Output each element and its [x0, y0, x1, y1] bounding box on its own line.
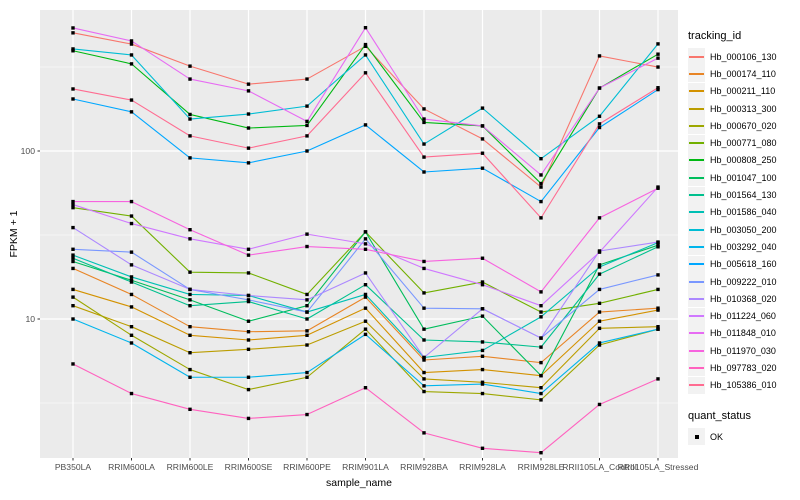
legend-key-line — [688, 255, 705, 273]
legend-label: Hb_097783_020 — [710, 362, 777, 373]
legend-key-line — [688, 221, 705, 239]
legend-label: Hb_000670_020 — [710, 120, 777, 131]
legend-key-line — [688, 48, 705, 66]
legend-label: Hb_005618_160 — [710, 259, 777, 270]
svg-text:100: 100 — [21, 146, 36, 156]
legend-entry: Hb_011224_060 — [688, 307, 800, 325]
svg-text:RRII105LA_Control: RRII105LA_Control — [562, 462, 637, 472]
legend-label: Hb_011970_030 — [710, 345, 776, 356]
legend-entry: Hb_000771_080 — [688, 134, 800, 152]
legend-entry: Hb_097783_020 — [688, 359, 800, 377]
legend-key-line — [688, 169, 705, 187]
data-points — [71, 25, 660, 455]
legend-key-line — [688, 307, 705, 325]
y-axis-title: FPKM + 1 — [8, 210, 20, 258]
legend-title-tracking-id: tracking_id — [688, 30, 742, 42]
x-axis-title: sample_name — [326, 477, 392, 489]
legend-entry: Hb_000808_250 — [688, 151, 800, 169]
legend-label: Hb_011848_010 — [710, 328, 776, 339]
svg-text:RRII105LA_Stressed: RRII105LA_Stressed — [618, 462, 699, 472]
legend-key-line — [688, 65, 705, 83]
svg-text:RRIM901LA: RRIM901LA — [342, 462, 389, 472]
legend-label: Hb_003050_200 — [710, 224, 777, 235]
legend-label: Hb_001564_130 — [710, 190, 777, 201]
legend-label: Hb_000808_250 — [710, 155, 777, 166]
legend-key-line — [688, 273, 705, 290]
legend-label: Hb_001586_040 — [710, 207, 777, 218]
legend-entry: Hb_105386_010 — [688, 376, 800, 394]
svg-text:RRIM928LA: RRIM928LA — [459, 462, 506, 472]
legend-entry: Hb_003050_200 — [688, 221, 800, 239]
legend-key-line — [688, 376, 705, 394]
svg-text:PB350LA: PB350LA — [55, 462, 92, 472]
legend-label: Hb_000771_080 — [710, 138, 777, 149]
legend-label: Hb_000174_110 — [710, 68, 776, 79]
legend-label: Hb_000313_300 — [710, 103, 777, 114]
legend-key-line — [688, 203, 705, 221]
legend: tracking_id Hb_000106_130 Hb_000174_110 Hb… — [688, 30, 800, 446]
legend-key-line — [688, 238, 705, 256]
legend-title-quant-status: quant_status — [688, 409, 751, 422]
legend-entry: Hb_011970_030 — [688, 342, 800, 360]
legend-entry: Hb_001586_040 — [688, 203, 800, 221]
svg-text:RRIM600LA: RRIM600LA — [108, 462, 155, 472]
legend-label: Hb_000211_110 — [710, 86, 776, 97]
legend-label: Hb_105386_010 — [710, 380, 777, 391]
legend-label: Hb_000106_130 — [710, 51, 777, 62]
legend-entry: Hb_001047_100 — [688, 169, 800, 187]
axis-ticks: PB350LA RRIM600LA RRIM600LE RRIM600SE RRIM60… — [21, 146, 699, 472]
legend-entry: Hb_005618_160 — [688, 255, 800, 273]
legend-key-line — [688, 342, 705, 360]
legend-entry: Hb_000106_130 — [688, 48, 800, 66]
legend-entry: Hb_000174_110 — [688, 65, 800, 83]
legend-label: Hb_009222_010 — [710, 276, 777, 287]
legend-entry-ok: OK — [688, 428, 800, 446]
legend-entry: Hb_001564_130 — [688, 186, 800, 204]
svg-text:RRIM928LE: RRIM928LE — [518, 462, 565, 472]
legend-entries: Hb_000106_130 Hb_000174_110 Hb_000211_110 H… — [688, 48, 800, 394]
legend-entry: Hb_011848_010 — [688, 324, 800, 342]
svg-text:RRIM600PE: RRIM600PE — [283, 462, 331, 472]
legend-entry: Hb_009222_010 — [688, 273, 800, 290]
legend-key-line — [688, 134, 705, 152]
legend-entry: Hb_003292_040 — [688, 238, 800, 256]
legend-key-line — [688, 82, 705, 100]
legend-quant-status: quant_status OK — [688, 409, 800, 446]
legend-key-line — [688, 151, 705, 169]
legend-key-line — [688, 290, 705, 308]
svg-text:RRIM928BA: RRIM928BA — [400, 462, 448, 472]
legend-label: OK — [710, 431, 724, 442]
legend-key-line — [688, 324, 705, 342]
legend-entry: Hb_010368_020 — [688, 290, 800, 308]
svg-text:RRIM600LE: RRIM600LE — [167, 462, 214, 472]
legend-key-line — [688, 186, 705, 204]
legend-key-line — [688, 117, 705, 135]
legend-label: Hb_010368_020 — [710, 293, 777, 304]
legend-key-line — [688, 100, 705, 118]
svg-text:RRIM600SE: RRIM600SE — [225, 462, 273, 472]
legend-key-line — [688, 359, 705, 377]
legend-entry: Hb_000313_300 — [688, 100, 800, 118]
legend-label: Hb_003292_040 — [710, 241, 777, 252]
legend-entry: Hb_000211_110 — [688, 82, 800, 100]
legend-key-square — [688, 428, 705, 446]
legend-entry: Hb_000670_020 — [688, 117, 800, 135]
svg-text:10: 10 — [25, 314, 35, 324]
legend-label: Hb_001047_100 — [710, 172, 777, 183]
legend-label: Hb_011224_060 — [710, 311, 776, 322]
